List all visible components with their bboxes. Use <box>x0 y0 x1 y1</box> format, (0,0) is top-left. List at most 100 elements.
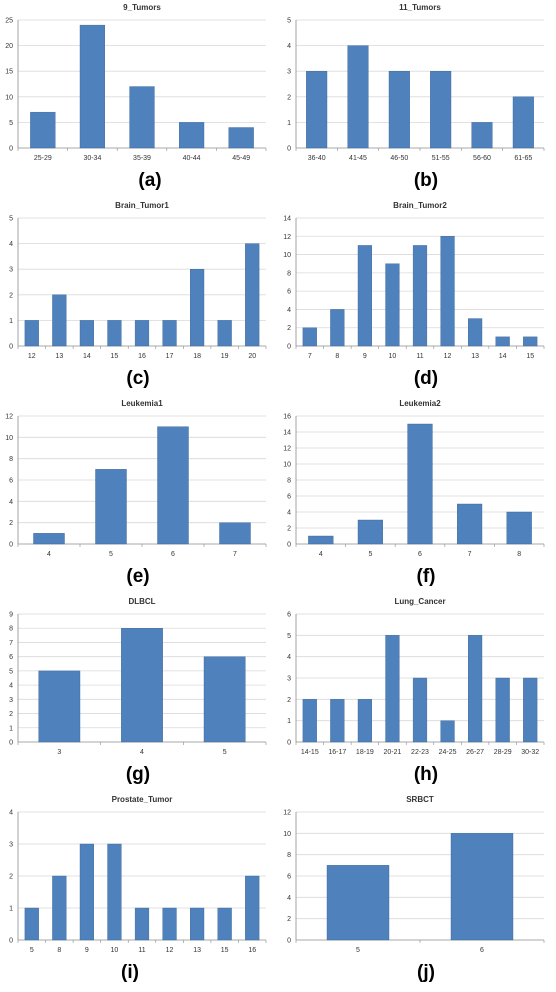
y-tick-label: 2 <box>9 292 13 299</box>
y-tick-label: 4 <box>287 654 291 661</box>
chart-title: DLBCL <box>128 597 155 606</box>
x-tick-label: 26-27 <box>466 749 484 756</box>
x-tick-label: 14 <box>83 353 91 360</box>
x-tick-label: 12 <box>28 353 36 360</box>
bar <box>38 670 81 743</box>
bar <box>24 907 39 941</box>
panel-label-i: (i) <box>121 962 139 983</box>
x-tick-label: 11 <box>138 947 145 954</box>
bar <box>302 327 317 347</box>
x-tick-label: 18 <box>193 353 201 360</box>
x-tick-label: 8 <box>57 947 61 954</box>
x-tick-label: 24-25 <box>439 749 457 756</box>
y-tick-label: 4 <box>287 307 291 314</box>
y-tick-label: 6 <box>9 478 13 485</box>
y-tick-label: 10 <box>283 462 291 469</box>
chart-j-svg: SRBCT 0 2 4 6 8 10 12 5 6 <box>283 795 545 954</box>
bar <box>495 336 510 347</box>
x-tick-label: 16 <box>248 947 256 954</box>
bar <box>245 243 260 347</box>
x-tick-label: 14-15 <box>301 749 319 756</box>
chart-title: Lung_Cancer <box>394 597 445 606</box>
x-tick-label: 18-19 <box>356 749 374 756</box>
y-tick-label: 6 <box>287 289 291 296</box>
bar <box>430 70 452 149</box>
y-tick-label: 12 <box>5 414 13 421</box>
y-tick-label: 10 <box>5 94 13 101</box>
y-tick-label: 8 <box>9 456 13 463</box>
y-tick-label: 3 <box>287 69 291 76</box>
y-tick-label: 4 <box>287 43 291 50</box>
y-tick-label: 5 <box>287 18 291 25</box>
bar <box>456 503 483 545</box>
y-tick-label: 14 <box>283 430 291 437</box>
y-tick-label: 5 <box>9 120 13 127</box>
bar <box>52 875 67 941</box>
y-tick-label: 12 <box>283 810 291 817</box>
bar <box>512 96 534 149</box>
y-tick-label: 1 <box>287 718 291 725</box>
y-tick-label: 0 <box>9 146 13 153</box>
bar <box>357 699 372 743</box>
bar <box>107 843 122 941</box>
panel-label-d: (d) <box>413 368 439 389</box>
bar <box>506 511 532 545</box>
x-tick-label: 6 <box>418 551 422 558</box>
x-tick-label: 5 <box>223 749 227 756</box>
x-tick-label: 41-45 <box>349 155 367 162</box>
x-tick-label: 28-29 <box>494 749 512 756</box>
chart-panel-g: DLBCL 0 1 2 3 4 5 6 7 8 9 3 4 5 (g) <box>0 594 278 792</box>
y-tick-label: 4 <box>9 499 13 506</box>
y-tick-label: 4 <box>9 241 13 248</box>
x-tick-label: 4 <box>47 551 51 558</box>
bar <box>440 236 455 347</box>
bar <box>129 86 155 149</box>
y-tick-label: 5 <box>9 216 13 223</box>
bar <box>178 122 205 149</box>
bar <box>302 699 317 743</box>
bar <box>523 677 538 743</box>
x-tick-label: 15 <box>221 947 229 954</box>
bar <box>79 843 94 941</box>
chart-title: SRBCT <box>406 795 434 804</box>
chart-panel-f: Leukemia2 0 2 4 6 8 10 12 14 16 4 5 6 7 8 (f) <box>278 396 556 594</box>
x-tick-label: 8 <box>517 551 521 558</box>
y-tick-label: 9 <box>9 612 13 619</box>
x-tick-label: 6 <box>480 947 484 954</box>
y-tick-label: 12 <box>283 234 291 241</box>
bar <box>107 320 122 347</box>
bar <box>121 628 163 743</box>
x-tick-label: 20-21 <box>383 749 401 756</box>
x-tick-label: 12 <box>444 353 452 360</box>
y-tick-label: 2 <box>287 697 291 704</box>
y-tick-label: 5 <box>9 668 13 675</box>
y-tick-label: 3 <box>9 267 13 274</box>
chart-panel-b: 11_Tumors 0 1 2 3 4 5 36-40 41-45 46-50 51-55 56-60… <box>278 0 556 198</box>
x-tick-label: 5 <box>356 947 360 954</box>
x-tick-label: 13 <box>55 353 63 360</box>
panel-label-h: (h) <box>413 764 439 785</box>
chart-title: 9_Tumors <box>123 3 161 12</box>
panel-label-g: (g) <box>125 764 151 785</box>
chart-b-svg: 11_Tumors 0 1 2 3 4 5 36-40 41-45 46-50 51-55 56-60… <box>287 3 545 162</box>
y-tick-label: 4 <box>9 683 13 690</box>
x-tick-label: 9 <box>363 353 367 360</box>
panel-label-a: (a) <box>138 170 162 191</box>
y-tick-label: 6 <box>287 874 291 881</box>
y-tick-label: 0 <box>9 740 13 747</box>
y-tick-label: 14 <box>283 216 291 223</box>
x-tick-label: 10 <box>111 947 119 954</box>
y-tick-label: 0 <box>9 938 13 945</box>
x-tick-label: 7 <box>468 551 472 558</box>
y-tick-label: 0 <box>287 938 291 945</box>
y-tick-label: 0 <box>9 344 13 351</box>
y-tick-label: 0 <box>9 542 13 549</box>
x-tick-label: 7 <box>233 551 237 558</box>
x-tick-label: 14 <box>499 353 507 360</box>
x-tick-label: 25-29 <box>34 155 52 162</box>
bar <box>471 122 493 149</box>
bar <box>33 533 65 545</box>
chart-title: Prostate_Tumor <box>112 795 173 804</box>
